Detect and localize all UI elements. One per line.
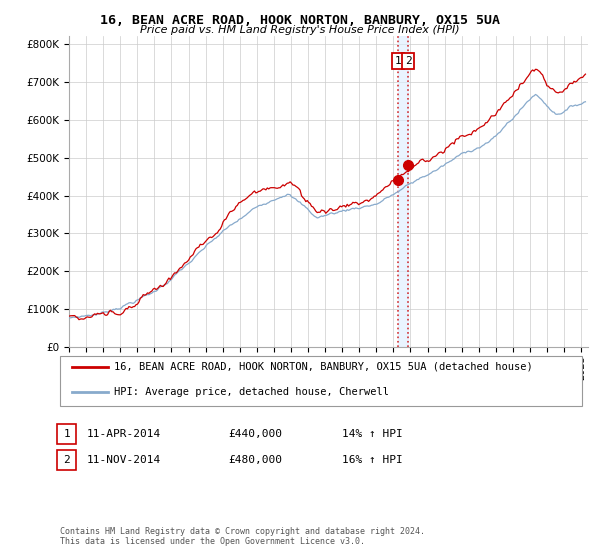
Text: 11-APR-2014: 11-APR-2014 <box>87 429 161 439</box>
Text: 2: 2 <box>405 56 412 66</box>
Text: 1: 1 <box>395 56 401 66</box>
Text: £480,000: £480,000 <box>228 455 282 465</box>
Text: 16% ↑ HPI: 16% ↑ HPI <box>342 455 403 465</box>
Text: 16, BEAN ACRE ROAD, HOOK NORTON, BANBURY, OX15 5UA (detached house): 16, BEAN ACRE ROAD, HOOK NORTON, BANBURY… <box>114 362 533 372</box>
Text: 14% ↑ HPI: 14% ↑ HPI <box>342 429 403 439</box>
Text: 2: 2 <box>63 455 70 465</box>
Text: £440,000: £440,000 <box>228 429 282 439</box>
Text: HPI: Average price, detached house, Cherwell: HPI: Average price, detached house, Cher… <box>114 387 389 397</box>
Text: 11-NOV-2014: 11-NOV-2014 <box>87 455 161 465</box>
Text: 1: 1 <box>63 429 70 439</box>
Text: Contains HM Land Registry data © Crown copyright and database right 2024.
This d: Contains HM Land Registry data © Crown c… <box>60 526 425 546</box>
Text: Price paid vs. HM Land Registry's House Price Index (HPI): Price paid vs. HM Land Registry's House … <box>140 25 460 35</box>
Text: 16, BEAN ACRE ROAD, HOOK NORTON, BANBURY, OX15 5UA: 16, BEAN ACRE ROAD, HOOK NORTON, BANBURY… <box>100 14 500 27</box>
Bar <box>398 36 408 347</box>
